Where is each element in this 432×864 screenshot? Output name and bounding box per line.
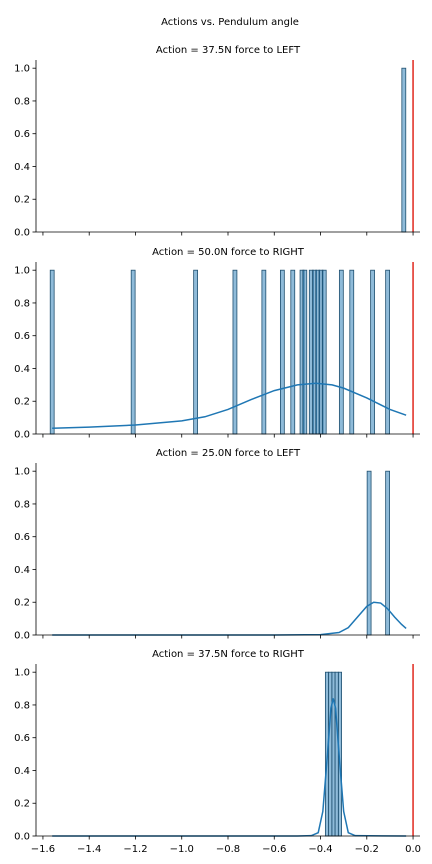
y-tick-label: 0.4 (14, 162, 30, 173)
y-tick-label: 0.6 (14, 129, 30, 140)
y-tick-label: 0.4 (14, 364, 30, 375)
histogram-bar (334, 671, 339, 837)
x-tick-label: −1.0 (170, 844, 194, 855)
subplot-title: Action = 50.0N force to RIGHT (152, 247, 305, 258)
y-tick-label: 1.0 (14, 266, 30, 277)
histogram-bar (338, 269, 344, 435)
x-tick-label: −0.2 (355, 844, 379, 855)
histogram-bar (370, 269, 375, 435)
y-tick-label: 0.0 (14, 631, 30, 642)
histogram-bar (331, 671, 336, 837)
y-tick-label: 0.8 (14, 96, 30, 107)
y-tick-label: 0.4 (14, 766, 30, 777)
histogram-bar (349, 269, 355, 435)
subplot-title: Action = 37.5N force to LEFT (156, 45, 301, 56)
subplot-3: Action = 25.0N force to LEFT 0.0 0.2 0.4 0.6… (14, 448, 420, 642)
y-tick-label: 0.6 (14, 733, 30, 744)
subplot-1: Action = 37.5N force to LEFT 0.0 0.2 0.4 0.6… (14, 45, 420, 239)
subplot-2: Action = 50.0N force to RIGHT 0.0 0.2 0.4 0.… (14, 247, 420, 441)
figure-suptitle: Actions vs. Pendulum angle (161, 17, 299, 28)
y-tick-label: 0.0 (14, 430, 30, 441)
subplot-title: Action = 37.5N force to RIGHT (152, 649, 305, 660)
x-tick-label: −0.6 (262, 844, 286, 855)
x-tick-label: −1.6 (31, 844, 55, 855)
x-tick-label: −1.4 (77, 844, 101, 855)
y-tick-label: 1.0 (14, 64, 30, 75)
y-tick-label: 0.4 (14, 565, 30, 576)
histogram-bar (328, 671, 333, 837)
histogram-bar (279, 269, 285, 435)
histogram-bar (302, 269, 308, 435)
y-tick-label: 0.2 (14, 195, 30, 206)
kde-curve (52, 698, 407, 837)
x-tick-label: −0.8 (216, 844, 240, 855)
histogram-bar (366, 470, 372, 636)
histogram-bar (130, 269, 136, 435)
x-tick-label: −0.4 (308, 844, 332, 855)
y-tick-label: 0.2 (14, 598, 30, 609)
y-tick-label: 0.8 (14, 700, 30, 711)
histogram-bar (232, 269, 238, 435)
subplots: Action = 37.5N force to LEFT 0.0 0.2 0.4 0.6… (14, 45, 421, 855)
subplot-4: Action = 37.5N force to RIGHT 0.0 0.2 0.4 0.… (14, 649, 421, 855)
x-tick-label: 0.0 (405, 844, 421, 855)
y-tick-label: 0.8 (14, 499, 30, 510)
kde-curve (52, 382, 407, 430)
y-tick-label: 0.0 (14, 832, 30, 843)
histogram-bar (49, 269, 55, 435)
x-tick-label: −1.2 (123, 844, 147, 855)
y-tick-label: 1.0 (14, 668, 30, 679)
y-tick-label: 0.0 (14, 228, 30, 239)
kde-curve (52, 601, 407, 636)
histogram-bar (261, 269, 267, 435)
y-tick-label: 0.6 (14, 532, 30, 543)
y-tick-label: 0.6 (14, 331, 30, 342)
y-tick-label: 0.2 (14, 397, 30, 408)
y-tick-label: 0.2 (14, 799, 30, 810)
histogram-bar (290, 269, 296, 435)
histogram-bar (321, 269, 327, 435)
y-tick-label: 1.0 (14, 467, 30, 478)
histogram-bar (193, 269, 198, 435)
histogram-bar (401, 67, 407, 233)
subplot-title: Action = 25.0N force to LEFT (156, 448, 301, 459)
y-tick-label: 0.8 (14, 298, 30, 309)
